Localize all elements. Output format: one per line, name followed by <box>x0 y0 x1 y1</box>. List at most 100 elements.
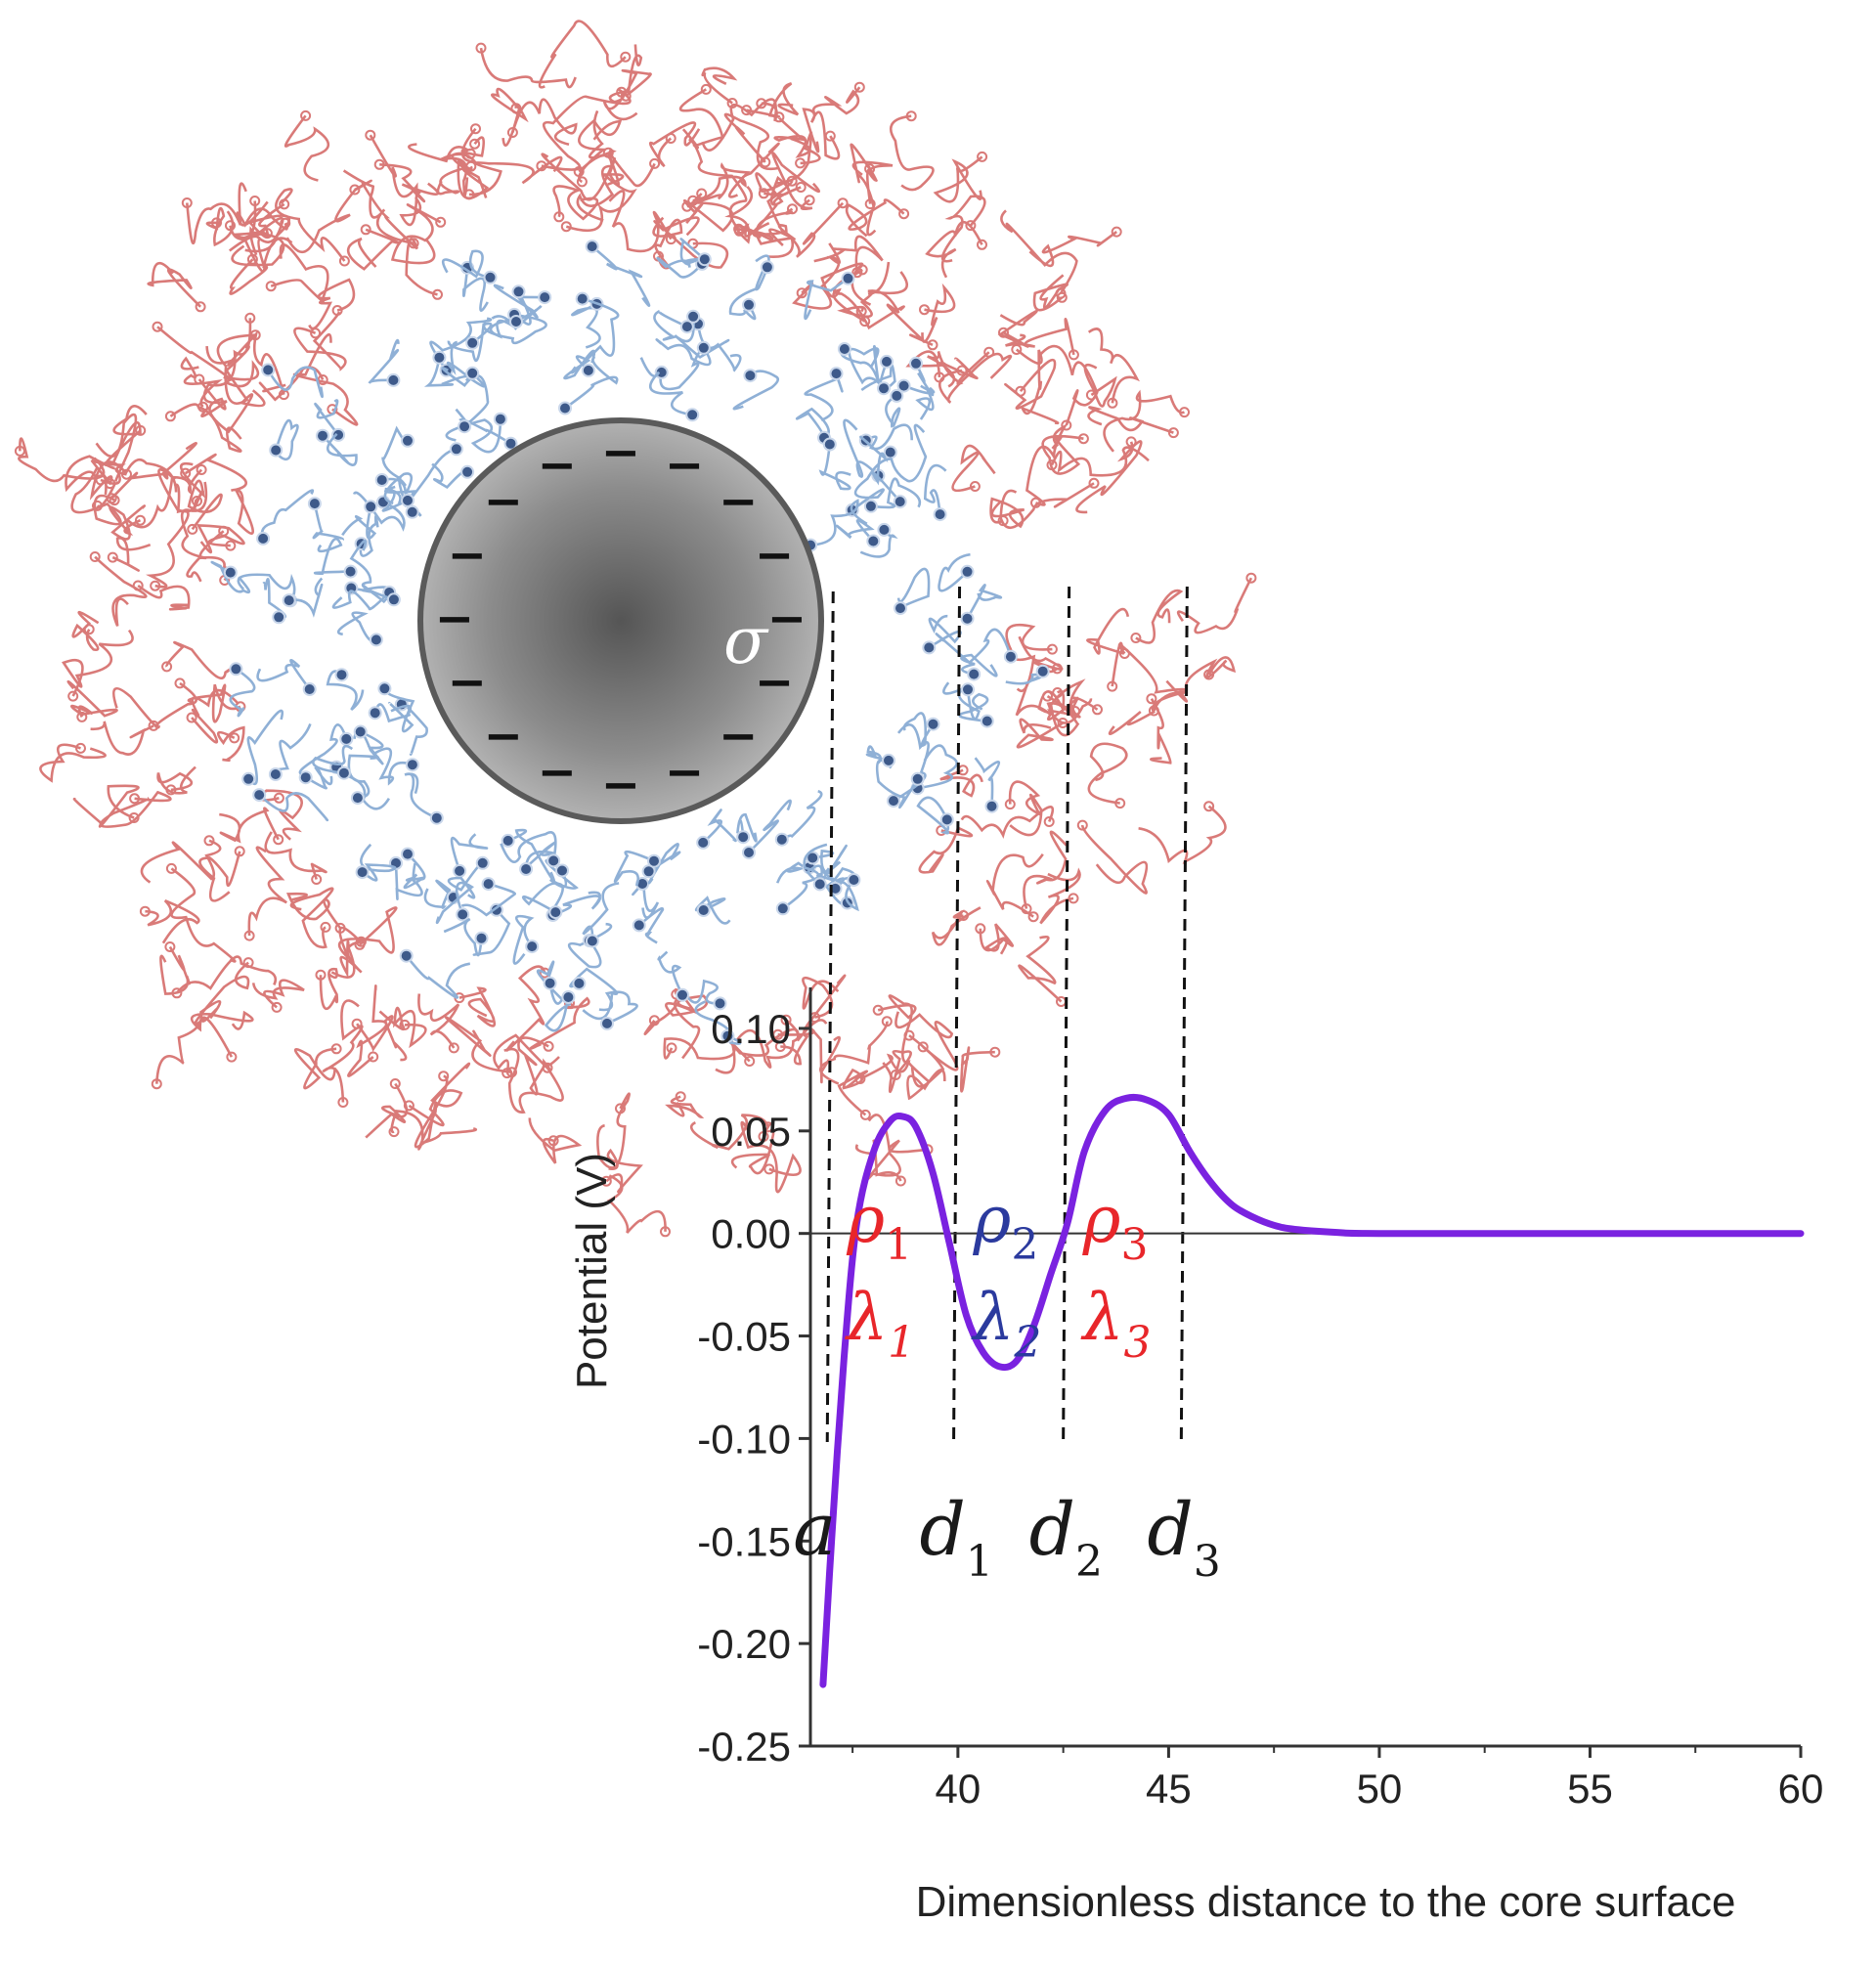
blue-chain-segment <box>373 703 413 723</box>
blue-chain-bead <box>401 493 414 507</box>
blue-chain-segment <box>563 349 596 380</box>
blue-chain-segment <box>695 896 731 925</box>
red-chain-segment <box>1028 231 1117 268</box>
blue-chain-bead <box>774 832 789 847</box>
red-chain-segment <box>205 206 235 247</box>
blue-chain-bead <box>866 534 881 548</box>
red-chain-segment <box>247 846 287 937</box>
blue-chain-segment <box>885 394 901 428</box>
red-chain-segment <box>292 332 359 426</box>
red-chain-bead <box>510 103 522 114</box>
red-chain-segment <box>608 44 643 104</box>
blue-chain-bead <box>339 731 354 746</box>
red-chain-segment <box>777 1024 841 1084</box>
red-chain-bead <box>756 98 767 109</box>
boundary-dashed-line <box>1179 586 1189 1443</box>
red-chain-bead <box>760 156 771 168</box>
blue-chain-segment <box>590 245 651 307</box>
blue-chain-segment <box>381 472 414 504</box>
blue-chain-segment <box>916 796 950 835</box>
blue-chain-bead <box>841 271 855 285</box>
x-tick-label: 40 <box>936 1766 982 1812</box>
red-chain-bead <box>338 255 350 267</box>
blue-chain-segment <box>267 366 324 399</box>
blue-chain-bead <box>229 662 243 677</box>
red-chain-bead <box>171 987 183 999</box>
blue-chain-segment <box>312 744 354 774</box>
blue-chain-segment <box>512 914 535 965</box>
blue-chain-bead <box>829 367 844 381</box>
blue-chain-segment <box>732 370 780 411</box>
blue-chain-bead <box>336 765 351 780</box>
red-chain-segment <box>906 1034 946 1101</box>
red-chain-bead <box>186 712 197 723</box>
red-chain-segment <box>1103 389 1185 453</box>
red-chain-bead <box>14 445 25 457</box>
red-chain-segment <box>186 182 247 245</box>
red-chain-segment <box>723 112 779 171</box>
blue-chain-bead <box>654 365 669 379</box>
blue-chain-segment <box>865 423 914 451</box>
red-chain-bead <box>1107 680 1118 692</box>
blue-chain-segment <box>246 709 284 786</box>
boundary-label: d1 <box>920 1488 993 1587</box>
blue-chain-segment <box>405 954 471 999</box>
red-chain-bead <box>675 1091 686 1103</box>
blue-chain-bead <box>509 315 523 328</box>
red-chain-segment <box>951 444 996 492</box>
negative-charge-mark: − <box>665 745 704 800</box>
blue-chain-bead <box>696 903 711 917</box>
red-chain-segment <box>665 1095 705 1118</box>
red-chain-bead <box>977 151 988 162</box>
red-chain-bead <box>121 468 132 480</box>
blue-chain-bead <box>369 633 383 647</box>
red-chain-bead <box>620 51 632 63</box>
blue-chain-segment <box>679 238 706 267</box>
red-chain-bead <box>872 1004 884 1016</box>
blue-chain-bead <box>343 564 358 579</box>
red-chain-bead <box>1111 226 1122 238</box>
boundary-dashed-line <box>825 590 835 1443</box>
blue-chain-bead <box>686 309 701 324</box>
red-chain-segment <box>938 352 1013 404</box>
red-chain-segment <box>1050 446 1150 477</box>
red-chain-bead <box>218 525 230 537</box>
red-chain-bead <box>229 732 240 744</box>
red-chain-bead <box>1043 816 1055 827</box>
blue-chain-bead <box>474 931 489 945</box>
blue-chain-bead <box>261 363 276 377</box>
blue-chain-segment <box>653 310 688 341</box>
blue-chain-bead <box>926 717 940 731</box>
red-chain-bead <box>898 208 910 220</box>
blue-chain-bead <box>812 877 827 892</box>
red-chain-bead <box>197 401 209 413</box>
negative-charge-mark: − <box>484 709 523 764</box>
potential-chart: 0.10 0.05 0.00 -0.05 -0.10 -0.15 -0.20 -0.25 40… <box>568 586 1823 1926</box>
red-chain-segment <box>918 826 974 874</box>
red-chain-segment <box>877 994 917 1065</box>
y-tick-label: 0.05 <box>711 1109 791 1155</box>
red-chain-bead <box>700 83 712 95</box>
red-chain-bead <box>161 661 173 673</box>
red-chain-bead <box>246 253 258 265</box>
red-chain-bead <box>265 281 277 292</box>
red-chain-segment <box>692 142 780 202</box>
blue-chain-segment <box>938 552 971 592</box>
blue-chain-bead <box>331 427 346 442</box>
red-chain-bead <box>152 321 163 332</box>
blue-chain-bead <box>316 428 329 443</box>
red-chain-segment <box>528 1117 583 1164</box>
red-chain-segment <box>602 68 652 121</box>
blue-chain-bead <box>877 381 891 396</box>
red-chain-segment <box>170 867 237 963</box>
red-chain-segment <box>1138 805 1227 865</box>
red-chain-segment <box>792 242 842 310</box>
blue-chain-bead <box>883 445 897 459</box>
blue-chain-segment <box>613 850 655 887</box>
blue-chain-segment <box>522 882 564 914</box>
blue-chain-segment <box>460 882 516 917</box>
red-chain-segment <box>589 109 656 188</box>
red-chain-bead <box>165 862 177 874</box>
blue-chain-bead <box>256 531 271 546</box>
blue-chain-bead <box>548 905 563 920</box>
